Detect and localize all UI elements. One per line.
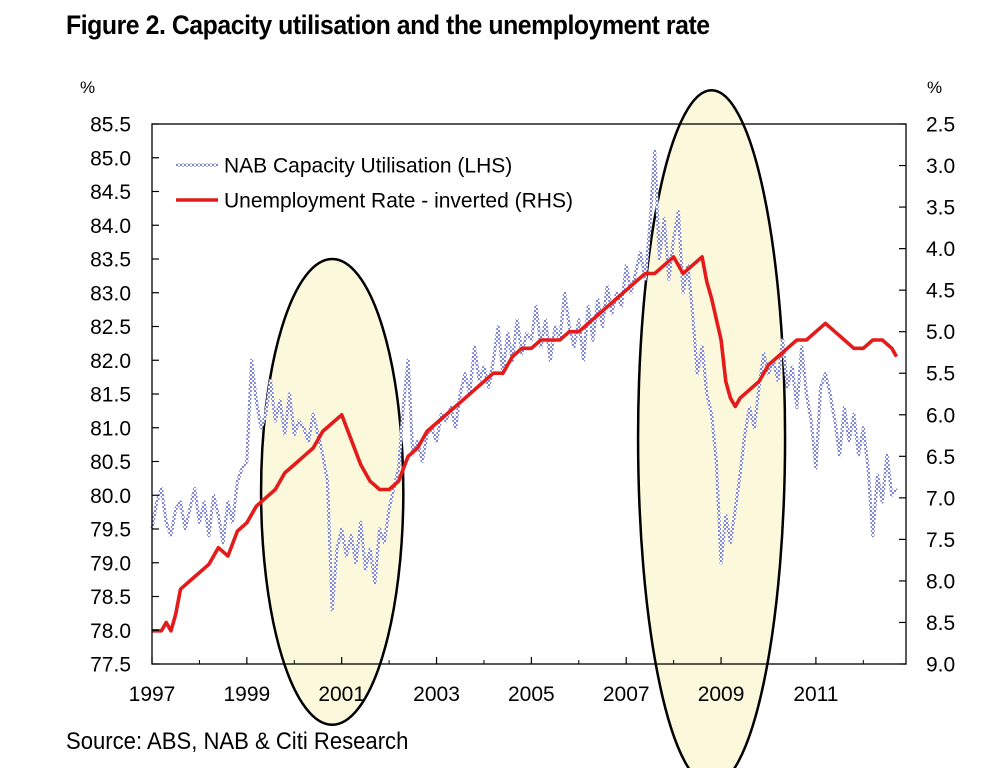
left-tick-label: 84.0 (90, 215, 131, 238)
x-tick-label: 2005 (508, 683, 555, 706)
right-tick-label: 8.0 (926, 570, 955, 593)
legend: NAB Capacity Utilisation (LHS) Unemployme… (176, 155, 573, 213)
right-tick-label: 9.0 (926, 654, 955, 677)
source-note: Source: ABS, NAB & Citi Research (66, 728, 409, 755)
left-tick-label: 81.5 (90, 384, 131, 407)
right-tick-label: 2.5 (926, 114, 955, 137)
right-tick-label: 8.5 (926, 612, 955, 635)
right-tick-label: 4.5 (926, 280, 955, 303)
left-tick-label: 80.0 (90, 485, 131, 508)
right-tick-label: 5.5 (926, 363, 955, 386)
right-axis-unit: % (927, 78, 943, 97)
x-tick-label: 1997 (129, 683, 176, 706)
highlight-ellipse-1 (259, 257, 405, 726)
left-tick-label: 80.5 (90, 451, 131, 474)
right-tick-label: 7.5 (926, 529, 955, 552)
x-tick-label: 1999 (223, 683, 270, 706)
left-tick-label: 83.5 (90, 249, 131, 272)
left-tick-label: 81.0 (90, 417, 131, 440)
x-tick-label: 2003 (413, 683, 460, 706)
right-tick-label: 6.5 (926, 446, 955, 469)
legend-label: Unemployment Rate - inverted (RHS) (224, 190, 573, 213)
x-tick-label: 2001 (318, 683, 365, 706)
left-tick-label: 79.0 (90, 552, 131, 575)
left-tick-label: 84.5 (90, 181, 131, 204)
right-tick-label: 5.0 (926, 321, 955, 344)
left-tick-label: 85.0 (90, 147, 131, 170)
x-tick-label: 2011 (793, 683, 838, 706)
right-tick-label: 4.0 (926, 238, 955, 261)
legend-label: NAB Capacity Utilisation (LHS) (224, 155, 512, 178)
left-tick-label: 83.0 (90, 282, 131, 305)
x-tick-label: 2007 (603, 683, 650, 706)
right-axis: 2.5 3.0 3.5 4.0 4.5 5.0 5.5 6.0 6.5 7.0 7.5 8.0 8.5 9… (899, 114, 955, 677)
chart-title: Figure 2. Capacity utilisation and the u… (66, 10, 710, 40)
left-tick-label: 82.0 (90, 350, 131, 373)
left-axis-unit: % (80, 78, 96, 97)
left-tick-label: 85.5 (90, 114, 131, 137)
series-layer (150, 149, 899, 633)
left-tick-label: 77.5 (90, 654, 131, 677)
x-tick-label: 2009 (698, 683, 745, 706)
left-tick-label: 79.5 (90, 519, 131, 542)
left-axis: 77.5 78.0 78.5 79.0 79.5 80.0 80.5 81.0 81.5 82.0… (90, 114, 159, 677)
right-tick-label: 3.5 (926, 197, 955, 220)
left-tick-label: 78.5 (90, 586, 131, 609)
left-tick-label: 82.5 (90, 316, 131, 339)
right-tick-label: 3.0 (926, 155, 955, 178)
series-line-unemployment (152, 255, 899, 633)
right-tick-label: 6.0 (926, 404, 955, 427)
right-tick-label: 7.0 (926, 487, 955, 510)
left-tick-label: 78.0 (90, 620, 131, 643)
x-axis: 1997 1999 2001 2003 2005 2007 2009 2011 (129, 657, 864, 706)
